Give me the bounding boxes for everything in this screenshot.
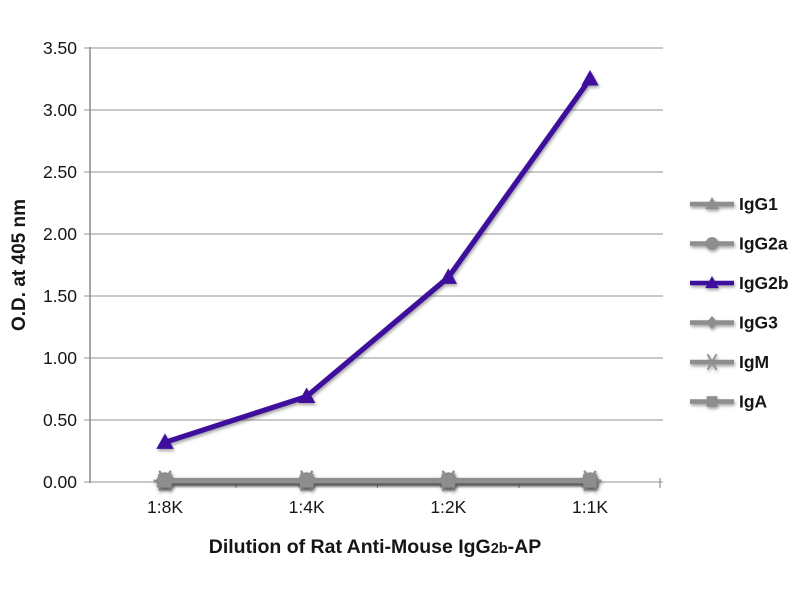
series-line-IgG2b (162, 76, 593, 445)
legend-item-IgG3: IgG3 (690, 313, 778, 333)
grid (84, 47, 663, 483)
square-marker (299, 473, 314, 488)
legend: IgG1 IgG2a IgG2b IgG3 IgM IgA (690, 194, 789, 412)
y-axis-title: O.D. at 405 nm (9, 199, 30, 331)
triangle-marker (705, 275, 719, 289)
legend-swatch-IgA (690, 396, 734, 407)
triangle-marker (156, 433, 174, 449)
triangle-marker (705, 196, 719, 210)
y-tick-label: 1.00 (43, 348, 77, 368)
triangle-marker (297, 387, 316, 403)
y-tick-label: 3.00 (43, 100, 77, 120)
legend-item-IgG2a: IgG2a (690, 234, 788, 254)
legend-label-IgA: IgA (739, 392, 768, 412)
square-marker (583, 473, 597, 488)
legend-item-IgG2b: IgG2b (690, 273, 789, 293)
legend-item-IgM: IgM (690, 352, 769, 372)
y-tick-label: 2.50 (43, 162, 77, 182)
legend-item-IgG1: IgG1 (690, 194, 778, 214)
legend-swatch-IgG2b (690, 275, 734, 289)
square-marker (706, 396, 718, 407)
x-tick-label: 1:8K (147, 497, 183, 517)
legend-label-IgM: IgM (739, 352, 769, 372)
x-tick-label: 1:4K (289, 497, 325, 517)
y-tick-label: 3.50 (43, 38, 77, 58)
series-IgA (158, 473, 597, 488)
x-tick-label: 1:1K (572, 497, 608, 517)
legend-label-IgG3: IgG3 (739, 313, 778, 333)
circle-marker (705, 237, 719, 250)
square-marker (441, 473, 456, 488)
triangle-marker (439, 268, 458, 284)
legend-swatch-IgG2a (690, 237, 734, 250)
legend-label-IgG2a: IgG2a (739, 234, 788, 254)
y-tick-label: 0.00 (43, 472, 77, 492)
x-axis-title: Dilution of Rat Anti-Mouse IgG2b-AP (209, 536, 542, 558)
legend-item-IgA: IgA (690, 392, 768, 412)
y-tick-label: 0.50 (43, 410, 77, 430)
x-tick-label: 1:2K (430, 497, 466, 517)
legend-swatch-IgG1 (690, 196, 734, 210)
series-IgG2b (156, 70, 599, 449)
y-tick-label: 2.00 (43, 224, 77, 244)
triangle-marker (581, 70, 599, 86)
y-tick-label: 1.50 (43, 286, 77, 306)
legend-swatch-IgM (690, 353, 734, 371)
square-marker (158, 473, 172, 488)
legend-label-IgG1: IgG1 (739, 194, 778, 214)
asterisk-marker (702, 353, 722, 371)
legend-label-IgG2b: IgG2b (739, 273, 789, 293)
legend-swatch-IgG3 (690, 315, 734, 330)
diamond-marker (706, 315, 718, 330)
